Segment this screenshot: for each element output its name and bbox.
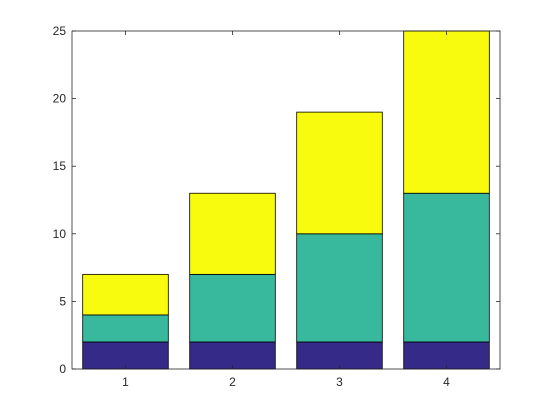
bar-segment-1-2 <box>82 314 169 343</box>
bars-layer <box>82 30 490 370</box>
x-tick-label-2: 2 <box>229 375 236 389</box>
y-tick-label-25: 25 <box>53 24 67 38</box>
x-tick-label-1: 1 <box>122 375 129 389</box>
bar-segment-2-1 <box>189 341 276 370</box>
y-tick-label-10: 10 <box>53 227 67 241</box>
y-tick-label-15: 15 <box>53 159 67 173</box>
axes-layer <box>71 30 501 370</box>
bar-segment-3-2 <box>296 233 383 343</box>
bar-segment-4-2 <box>403 192 490 343</box>
bar-segment-4-1 <box>403 341 490 370</box>
bar-segment-1-1 <box>82 341 169 370</box>
bar-segment-2-3 <box>189 192 276 275</box>
ticks-layer: 0 5 10 15 20 25 1 2 3 4 <box>53 24 500 389</box>
y-tick-label-0: 0 <box>59 362 66 376</box>
bar-segment-2-2 <box>189 273 276 343</box>
bar-segment-3-1 <box>296 341 383 370</box>
y-tick-label-20: 20 <box>53 92 67 106</box>
bar-segment-1-3 <box>82 273 169 316</box>
bar-segment-4-3 <box>403 30 490 194</box>
x-tick-label-3: 3 <box>336 375 343 389</box>
x-tick-label-4: 4 <box>443 375 450 389</box>
y-tick-label-5: 5 <box>59 294 66 308</box>
bar-segment-3-3 <box>296 111 383 235</box>
axes-box <box>71 30 501 370</box>
